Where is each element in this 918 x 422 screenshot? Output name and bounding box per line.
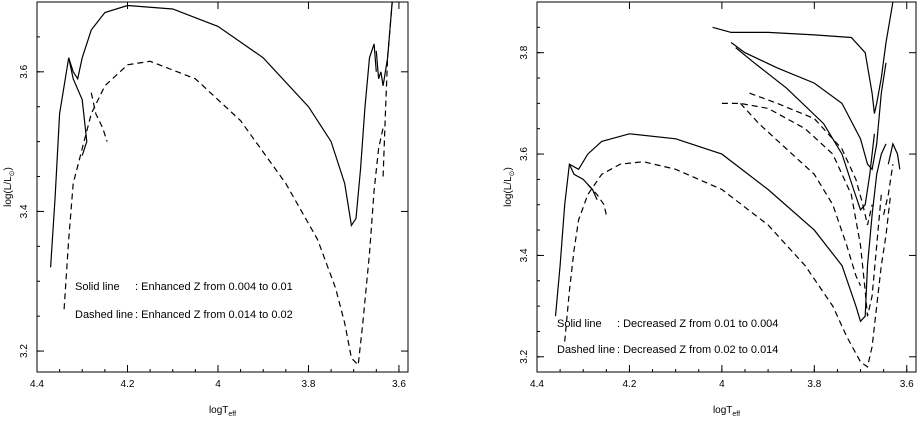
plot-frame — [536, 1, 917, 373]
x-axis-label-main: logT — [209, 405, 228, 416]
dashed-track-5 — [90, 92, 108, 142]
solid-track-1 — [68, 57, 88, 156]
x-axis-label: logTeff — [209, 405, 236, 418]
dashed-track-8 — [721, 102, 882, 317]
x-axis-label-sub: eff — [732, 411, 740, 418]
left-chart-panel: 4.4 4.2 4 3.8 3.6 3.2 3.4 3.6 logTeff log(L/L⊙) So… — [3, 1, 409, 418]
dashed-track-7 — [587, 184, 607, 216]
x-tick-label: 3.6 — [900, 379, 914, 390]
solid-track-4 — [735, 47, 875, 211]
x-tick-label: 4 — [719, 379, 725, 390]
annotation-text: : Enhanced Z from 0.014 to 0.02 — [135, 309, 293, 321]
y-axis-label-close: ) — [3, 167, 14, 170]
x-tick-label: 4.4 — [530, 379, 544, 390]
x-tick-label: 4.2 — [121, 379, 135, 390]
annotation-text: : Decreased Z from 0.02 to 0.014 — [617, 344, 778, 356]
y-axis-label-main: log(L/L — [503, 176, 514, 207]
y-axis-label: log(L/L⊙) — [503, 167, 516, 207]
y-tick-label: 3.6 — [519, 147, 530, 161]
y-tick-label: 3.4 — [519, 248, 530, 262]
annotation-label: Solid line — [557, 318, 602, 330]
solid-track-5 — [887, 142, 901, 170]
x-tick-label: 4.2 — [622, 379, 636, 390]
y-tick-label: 3.8 — [519, 45, 530, 59]
y-axis-label-main: log(L/L — [3, 176, 14, 207]
x-tick-label: 3.8 — [302, 379, 316, 390]
x-axis-label-sub: eff — [228, 411, 236, 418]
solid-track-0 — [554, 133, 887, 323]
annotation-text: : Enhanced Z from 0.004 to 0.01 — [135, 281, 293, 293]
annotation-label: Dashed line — [75, 309, 133, 321]
dashed-track-11 — [883, 164, 894, 216]
x-tick-label: 4 — [215, 379, 221, 390]
solid-track-3 — [730, 42, 887, 171]
x-axis-label-main: logT — [713, 405, 732, 416]
annotation-text: : Decreased Z from 0.01 to 0.004 — [617, 318, 778, 330]
solid-track-2 — [712, 1, 894, 114]
x-axis-label: logTeff — [713, 405, 740, 418]
x-tick-label: 3.6 — [392, 379, 406, 390]
y-axis-label: log(L/L⊙) — [3, 167, 16, 207]
solid-track-1 — [568, 163, 598, 200]
y-tick-label: 3.6 — [19, 64, 30, 78]
y-tick-label: 3.2 — [19, 344, 30, 358]
x-tick-label: 4.4 — [30, 379, 44, 390]
right-chart-panel: 4.4 4.2 4 3.8 3.6 3.2 3.4 3.6 3.8 logTeff log(L/L⊙… — [503, 1, 917, 418]
dashed-track-4 — [63, 60, 384, 367]
y-axis-label-close: ) — [503, 167, 514, 170]
solid-track-3 — [375, 50, 382, 79]
y-axis-label-sub: ⊙ — [509, 170, 516, 176]
y-axis-label-sub: ⊙ — [9, 170, 16, 176]
plot-frame — [36, 1, 409, 373]
dashed-track-9 — [739, 102, 862, 287]
solid-track-0 — [50, 4, 377, 268]
dashed-track-6 — [382, 1, 393, 177]
dashed-track-6 — [564, 161, 892, 368]
y-tick-label: 3.2 — [519, 349, 530, 363]
x-tick-label: 3.8 — [807, 379, 821, 390]
y-tick-label: 3.4 — [19, 204, 30, 218]
solid-track-2 — [380, 1, 393, 86]
annotation-label: Dashed line — [557, 344, 615, 356]
annotation-label: Solid line — [75, 281, 120, 293]
